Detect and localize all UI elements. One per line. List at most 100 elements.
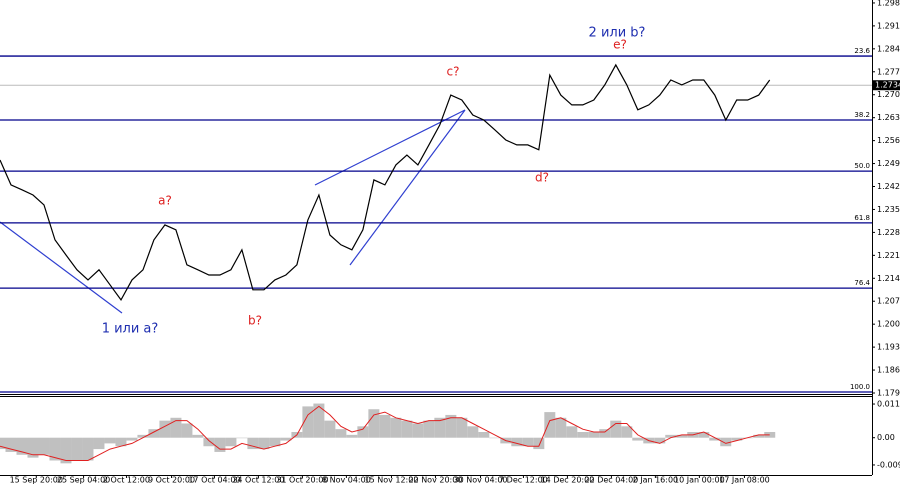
y-tick-label: 1.2775 xyxy=(877,67,900,76)
y-tick-label: 1.2915 xyxy=(877,21,900,30)
x-tick-label: 14 Dec 20:00 xyxy=(540,476,594,485)
wave-label: 1 или a? xyxy=(102,322,159,337)
histogram-bar xyxy=(71,437,83,461)
y-tick-label: 1.2215 xyxy=(877,251,900,260)
histogram-bar xyxy=(676,434,688,438)
histogram-bar xyxy=(511,437,523,447)
x-tick-label: 7 Dec 12:00 xyxy=(499,476,548,485)
y-tick-label: 1.2565 xyxy=(877,136,900,145)
x-tick-label: 31 Oct 20:00 xyxy=(276,476,328,485)
histogram-bar xyxy=(412,423,424,438)
y-tick-label: 1.2705 xyxy=(877,90,900,99)
y-tick-label: 0.00 xyxy=(877,433,895,442)
histogram-bar xyxy=(258,437,270,450)
wave-label: e? xyxy=(613,38,627,52)
histogram-bar xyxy=(192,434,204,438)
x-tick-label: 15 Nov 12:00 xyxy=(364,476,418,485)
x-tick-label: 30 Nov 04:00 xyxy=(454,476,508,485)
y-tick-label: 1.2355 xyxy=(877,205,900,214)
histogram-bar xyxy=(0,437,6,450)
histogram-bar xyxy=(346,434,358,438)
histogram-bar xyxy=(764,432,776,438)
x-tick-label: 25 Sep 04:00 xyxy=(57,476,110,485)
histogram-bar xyxy=(126,437,138,441)
histogram-bar xyxy=(5,437,17,452)
trend-line xyxy=(349,109,466,266)
wave-label: a? xyxy=(158,194,172,208)
histogram-bar xyxy=(478,432,490,438)
price-line xyxy=(0,63,771,302)
histogram-bar xyxy=(555,417,567,438)
wave-label: d? xyxy=(535,171,549,185)
histogram-bar xyxy=(698,432,710,438)
signal-line xyxy=(0,405,770,461)
histogram-bar xyxy=(247,437,259,450)
fib-level-label: 50.0 xyxy=(854,162,870,170)
x-tick-label: 2 Oct 12:00 xyxy=(103,476,150,485)
histogram-bar xyxy=(170,417,182,438)
y-tick-label: 1.2285 xyxy=(877,228,900,237)
histogram-bar xyxy=(379,414,391,438)
last-price-label: 1.2734 xyxy=(875,81,900,90)
fib-level-label: 38.2 xyxy=(854,111,870,119)
fib-level-label: 76.4 xyxy=(854,279,870,287)
histogram-bar xyxy=(269,437,281,447)
histogram-bar xyxy=(137,434,149,438)
histogram-bar xyxy=(401,420,413,438)
fib-level-label: 100.0 xyxy=(850,383,870,391)
histogram-bar xyxy=(533,437,545,450)
trend-line xyxy=(314,109,466,186)
histogram-bar xyxy=(390,417,402,438)
histogram-bar xyxy=(27,437,39,458)
trend-line xyxy=(0,221,123,314)
y-tick-label: -0.00957 xyxy=(877,460,900,469)
y-tick-label: 1.2425 xyxy=(877,182,900,191)
histogram-bar xyxy=(588,432,600,438)
y-tick-label: 1.2495 xyxy=(877,159,900,168)
histogram-bar xyxy=(368,409,380,438)
histogram-bar xyxy=(181,423,193,438)
fib-level-label: 23.6 xyxy=(854,47,870,55)
histogram-bar xyxy=(49,437,61,461)
histogram-bar xyxy=(489,437,501,439)
histogram-bar xyxy=(731,437,743,441)
x-tick-label: 24 Oct 12:00 xyxy=(232,476,284,485)
x-tick-label: 22 Dec 04:00 xyxy=(584,476,638,485)
histogram-bar xyxy=(203,437,215,447)
histogram-bar xyxy=(665,434,677,438)
histogram-bar xyxy=(434,417,446,438)
x-tick-label: 2 Jan 16:00 xyxy=(633,476,679,485)
y-tick-label: 1.2075 xyxy=(877,297,900,306)
y-tick-label: 1.2985 xyxy=(877,0,900,7)
y-tick-label: 1.1935 xyxy=(877,343,900,352)
histogram-bar xyxy=(610,420,622,438)
histogram-bar xyxy=(544,412,556,438)
wave-label: b? xyxy=(248,314,262,328)
histogram-bar xyxy=(280,437,292,441)
histogram-bar xyxy=(302,406,314,438)
y-tick-label: 0.01183 xyxy=(877,400,900,409)
histogram-bar xyxy=(324,420,336,438)
histogram-bar xyxy=(225,437,237,447)
histogram-bar xyxy=(753,434,765,438)
x-tick-label: 15 Sep 20:00 xyxy=(10,476,63,485)
histogram-bar xyxy=(720,437,732,447)
histogram-bar xyxy=(148,429,160,438)
histogram-bar xyxy=(115,437,127,447)
histogram-bar xyxy=(159,420,171,438)
x-tick-label: 17 Oct 04:00 xyxy=(188,476,240,485)
histogram-bar xyxy=(599,429,611,438)
y-tick-label: 1.2635 xyxy=(877,113,900,122)
histogram-bar xyxy=(38,437,50,455)
histogram-bar xyxy=(335,429,347,438)
histogram-bar xyxy=(621,426,633,438)
wave-label: c? xyxy=(447,65,460,79)
histogram-bar xyxy=(60,437,72,464)
histogram-bar xyxy=(467,426,479,438)
x-tick-label: 8 Nov 04:00 xyxy=(322,476,371,485)
histogram-bar xyxy=(214,437,226,452)
x-tick-label: 17 Jan 08:00 xyxy=(719,476,770,485)
y-tick-label: 1.2005 xyxy=(877,320,900,329)
